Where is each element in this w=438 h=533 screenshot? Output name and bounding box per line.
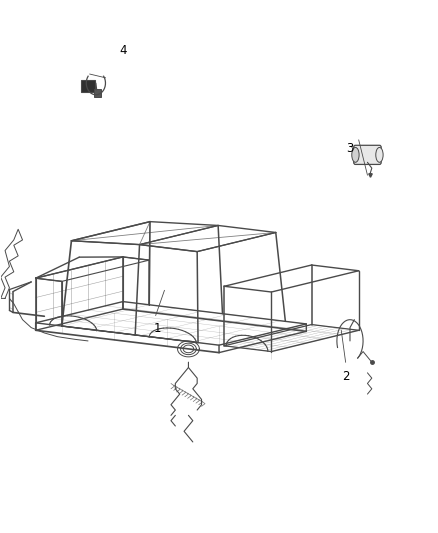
FancyBboxPatch shape xyxy=(354,146,381,165)
Text: 3: 3 xyxy=(346,142,353,155)
Text: 1: 1 xyxy=(154,322,162,335)
FancyBboxPatch shape xyxy=(94,90,101,97)
Text: 4: 4 xyxy=(119,44,127,56)
Text: 2: 2 xyxy=(342,370,350,383)
Ellipse shape xyxy=(376,148,383,163)
FancyBboxPatch shape xyxy=(81,80,95,92)
Ellipse shape xyxy=(352,148,359,163)
